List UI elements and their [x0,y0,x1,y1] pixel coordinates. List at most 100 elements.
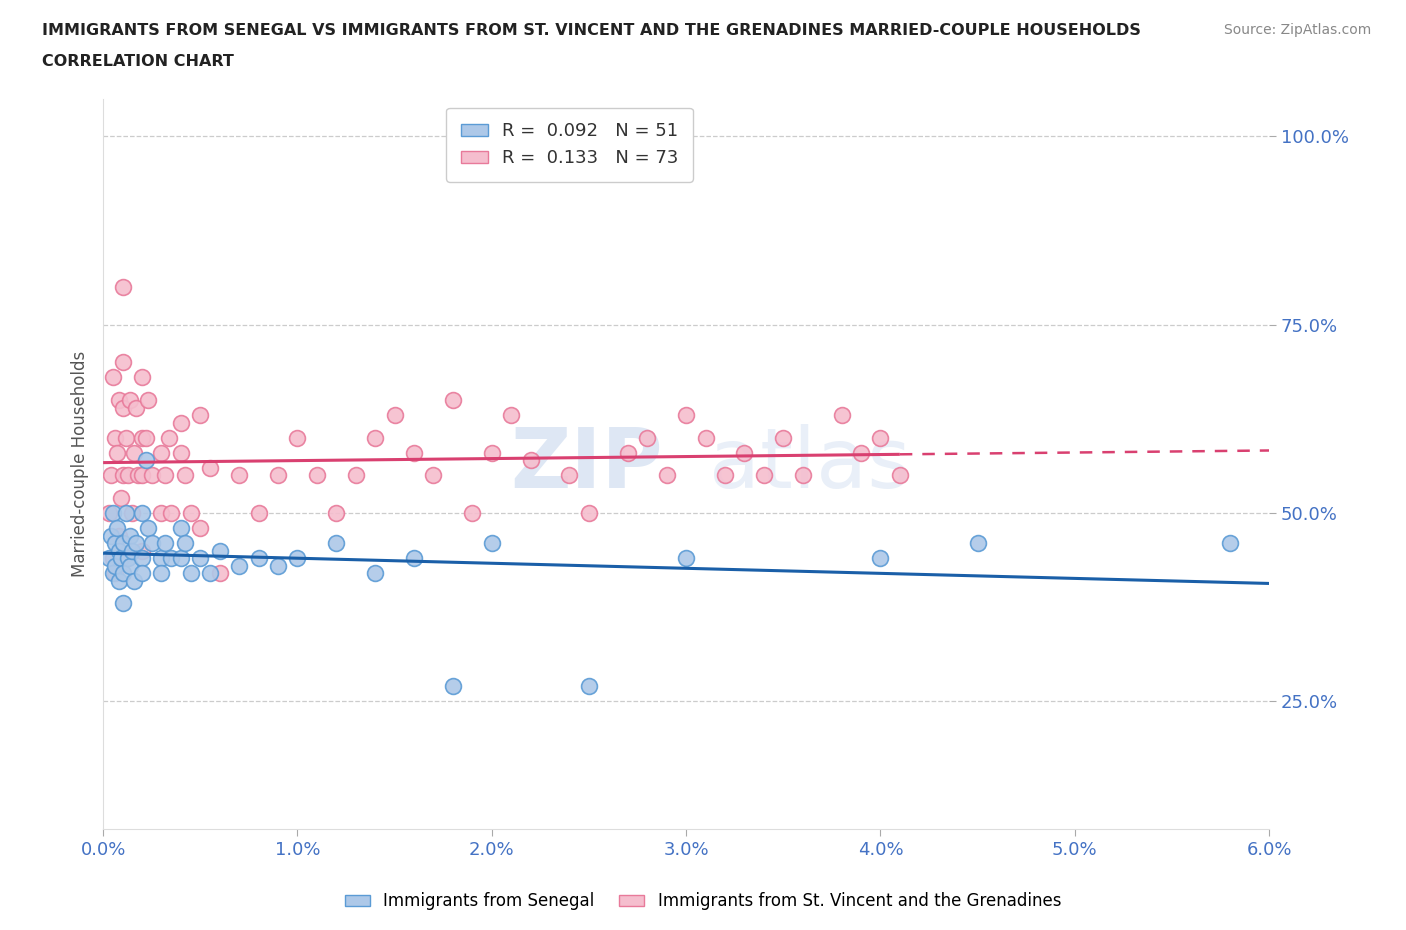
Point [131,551,153,565]
Point [675,407,697,422]
Point [125,400,148,415]
Point [1219,536,1241,551]
Point [160,506,183,521]
Point [267,558,290,573]
Point [117,468,139,483]
Point [107,528,129,543]
Point [675,551,697,565]
Point [157,431,180,445]
Point [101,370,124,385]
Point [150,565,173,580]
Text: ZIP: ZIP [510,423,662,505]
Y-axis label: Married-couple Households: Married-couple Households [72,351,89,578]
Point [170,521,193,536]
Point [287,431,309,445]
Point [120,528,142,543]
Point [501,407,523,422]
Point [107,543,129,558]
Point [101,551,124,565]
Point [100,528,122,543]
Point [198,565,221,580]
Point [136,521,159,536]
Point [104,536,127,551]
Point [101,506,124,521]
Point [188,551,211,565]
Point [120,558,142,573]
Text: atlas: atlas [710,423,911,505]
Point [111,280,134,295]
Point [111,536,134,551]
Point [160,551,183,565]
Point [519,453,541,468]
Point [188,521,211,536]
Point [208,565,231,580]
Point [170,551,193,565]
Point [325,536,347,551]
Point [578,679,600,694]
Legend: Immigrants from Senegal, Immigrants from St. Vincent and the Grenadines: Immigrants from Senegal, Immigrants from… [337,885,1069,917]
Point [136,392,159,407]
Text: CORRELATION CHART: CORRELATION CHART [42,54,233,69]
Point [111,355,134,370]
Point [111,400,134,415]
Point [422,468,444,483]
Point [115,431,138,445]
Point [228,468,250,483]
Point [120,392,142,407]
Point [170,445,193,460]
Point [228,558,250,573]
Point [155,536,177,551]
Point [155,468,177,483]
Point [889,468,911,483]
Point [150,551,173,565]
Point [305,468,328,483]
Point [733,445,755,460]
Point [481,536,503,551]
Point [100,468,122,483]
Point [131,506,153,521]
Point [122,574,145,589]
Point [97,551,120,565]
Point [150,445,173,460]
Point [141,468,163,483]
Point [117,551,139,565]
Point [441,679,464,694]
Point [558,468,581,483]
Point [831,407,853,422]
Point [247,506,270,521]
Point [402,551,425,565]
Point [344,468,367,483]
Point [792,468,814,483]
Point [135,453,157,468]
Point [131,431,153,445]
Point [110,551,132,565]
Point [111,468,134,483]
Point [121,543,143,558]
Point [115,506,138,521]
Point [97,506,120,521]
Point [869,551,891,565]
Point [131,565,153,580]
Point [247,551,270,565]
Point [461,506,484,521]
Point [101,565,124,580]
Point [695,431,717,445]
Point [122,445,145,460]
Point [150,506,173,521]
Text: IMMIGRANTS FROM SENEGAL VS IMMIGRANTS FROM ST. VINCENT AND THE GRENADINES MARRIE: IMMIGRANTS FROM SENEGAL VS IMMIGRANTS FR… [42,23,1142,38]
Point [198,460,221,475]
Point [616,445,638,460]
Point [173,468,195,483]
Point [104,431,127,445]
Text: Source: ZipAtlas.com: Source: ZipAtlas.com [1223,23,1371,37]
Point [481,445,503,460]
Point [131,468,153,483]
Point [131,543,153,558]
Point [325,506,347,521]
Point [180,565,202,580]
Point [107,392,129,407]
Point [173,536,195,551]
Legend: R =  0.092   N = 51, R =  0.133   N = 73: R = 0.092 N = 51, R = 0.133 N = 73 [446,108,693,181]
Point [131,370,153,385]
Point [104,558,127,573]
